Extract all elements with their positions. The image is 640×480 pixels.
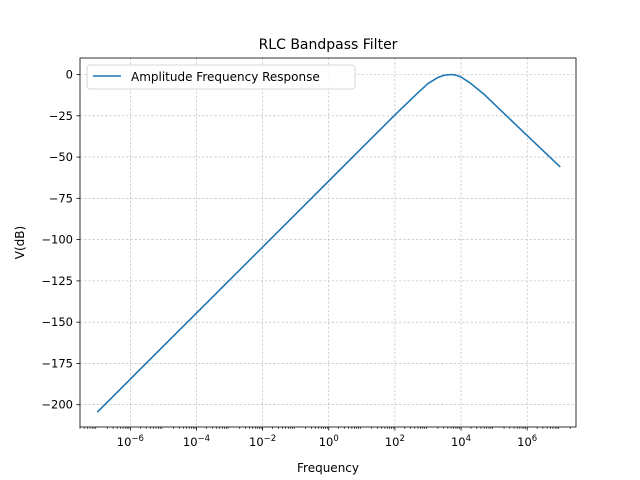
legend-box (86, 64, 356, 90)
axis-ticks: 10−6 10−4 10−2 100 102 104 106 0 −25 −50 −75 −100 −1… (41, 68, 571, 449)
plot-area-frame (79, 57, 577, 428)
y-tick-label: −100 (41, 233, 73, 247)
x-tick-label: 10−4 (183, 434, 210, 449)
x-tick-label: 10−6 (117, 434, 144, 449)
chart-title: RLC Bandpass Filter (259, 37, 398, 53)
y-tick-label: −175 (41, 356, 73, 370)
series-layer (96, 73, 561, 413)
y-tick-label: −125 (41, 274, 73, 288)
y-tick-label: −75 (49, 191, 73, 205)
legend: Amplitude Frequency Response (86, 64, 356, 90)
x-tick-label: 102 (385, 434, 405, 449)
x-tick-label: 100 (319, 434, 339, 449)
y-tick-label: −200 (41, 398, 73, 412)
y-tick-label: −50 (49, 150, 73, 164)
x-tick-label: 104 (451, 434, 471, 449)
y-tick-label: −25 (49, 109, 73, 123)
x-tick-label: 106 (517, 434, 537, 449)
legend-label: Amplitude Frequency Response (131, 70, 320, 84)
x-axis-label: Frequency (297, 461, 359, 475)
grid (80, 58, 576, 427)
y-tick-label: −150 (41, 315, 73, 329)
x-tick-label: 10−2 (249, 434, 276, 449)
y-axis-label: V(dB) (13, 226, 27, 259)
series-line-amplitude-response (96, 73, 561, 413)
y-tick-label: 0 (66, 68, 73, 82)
